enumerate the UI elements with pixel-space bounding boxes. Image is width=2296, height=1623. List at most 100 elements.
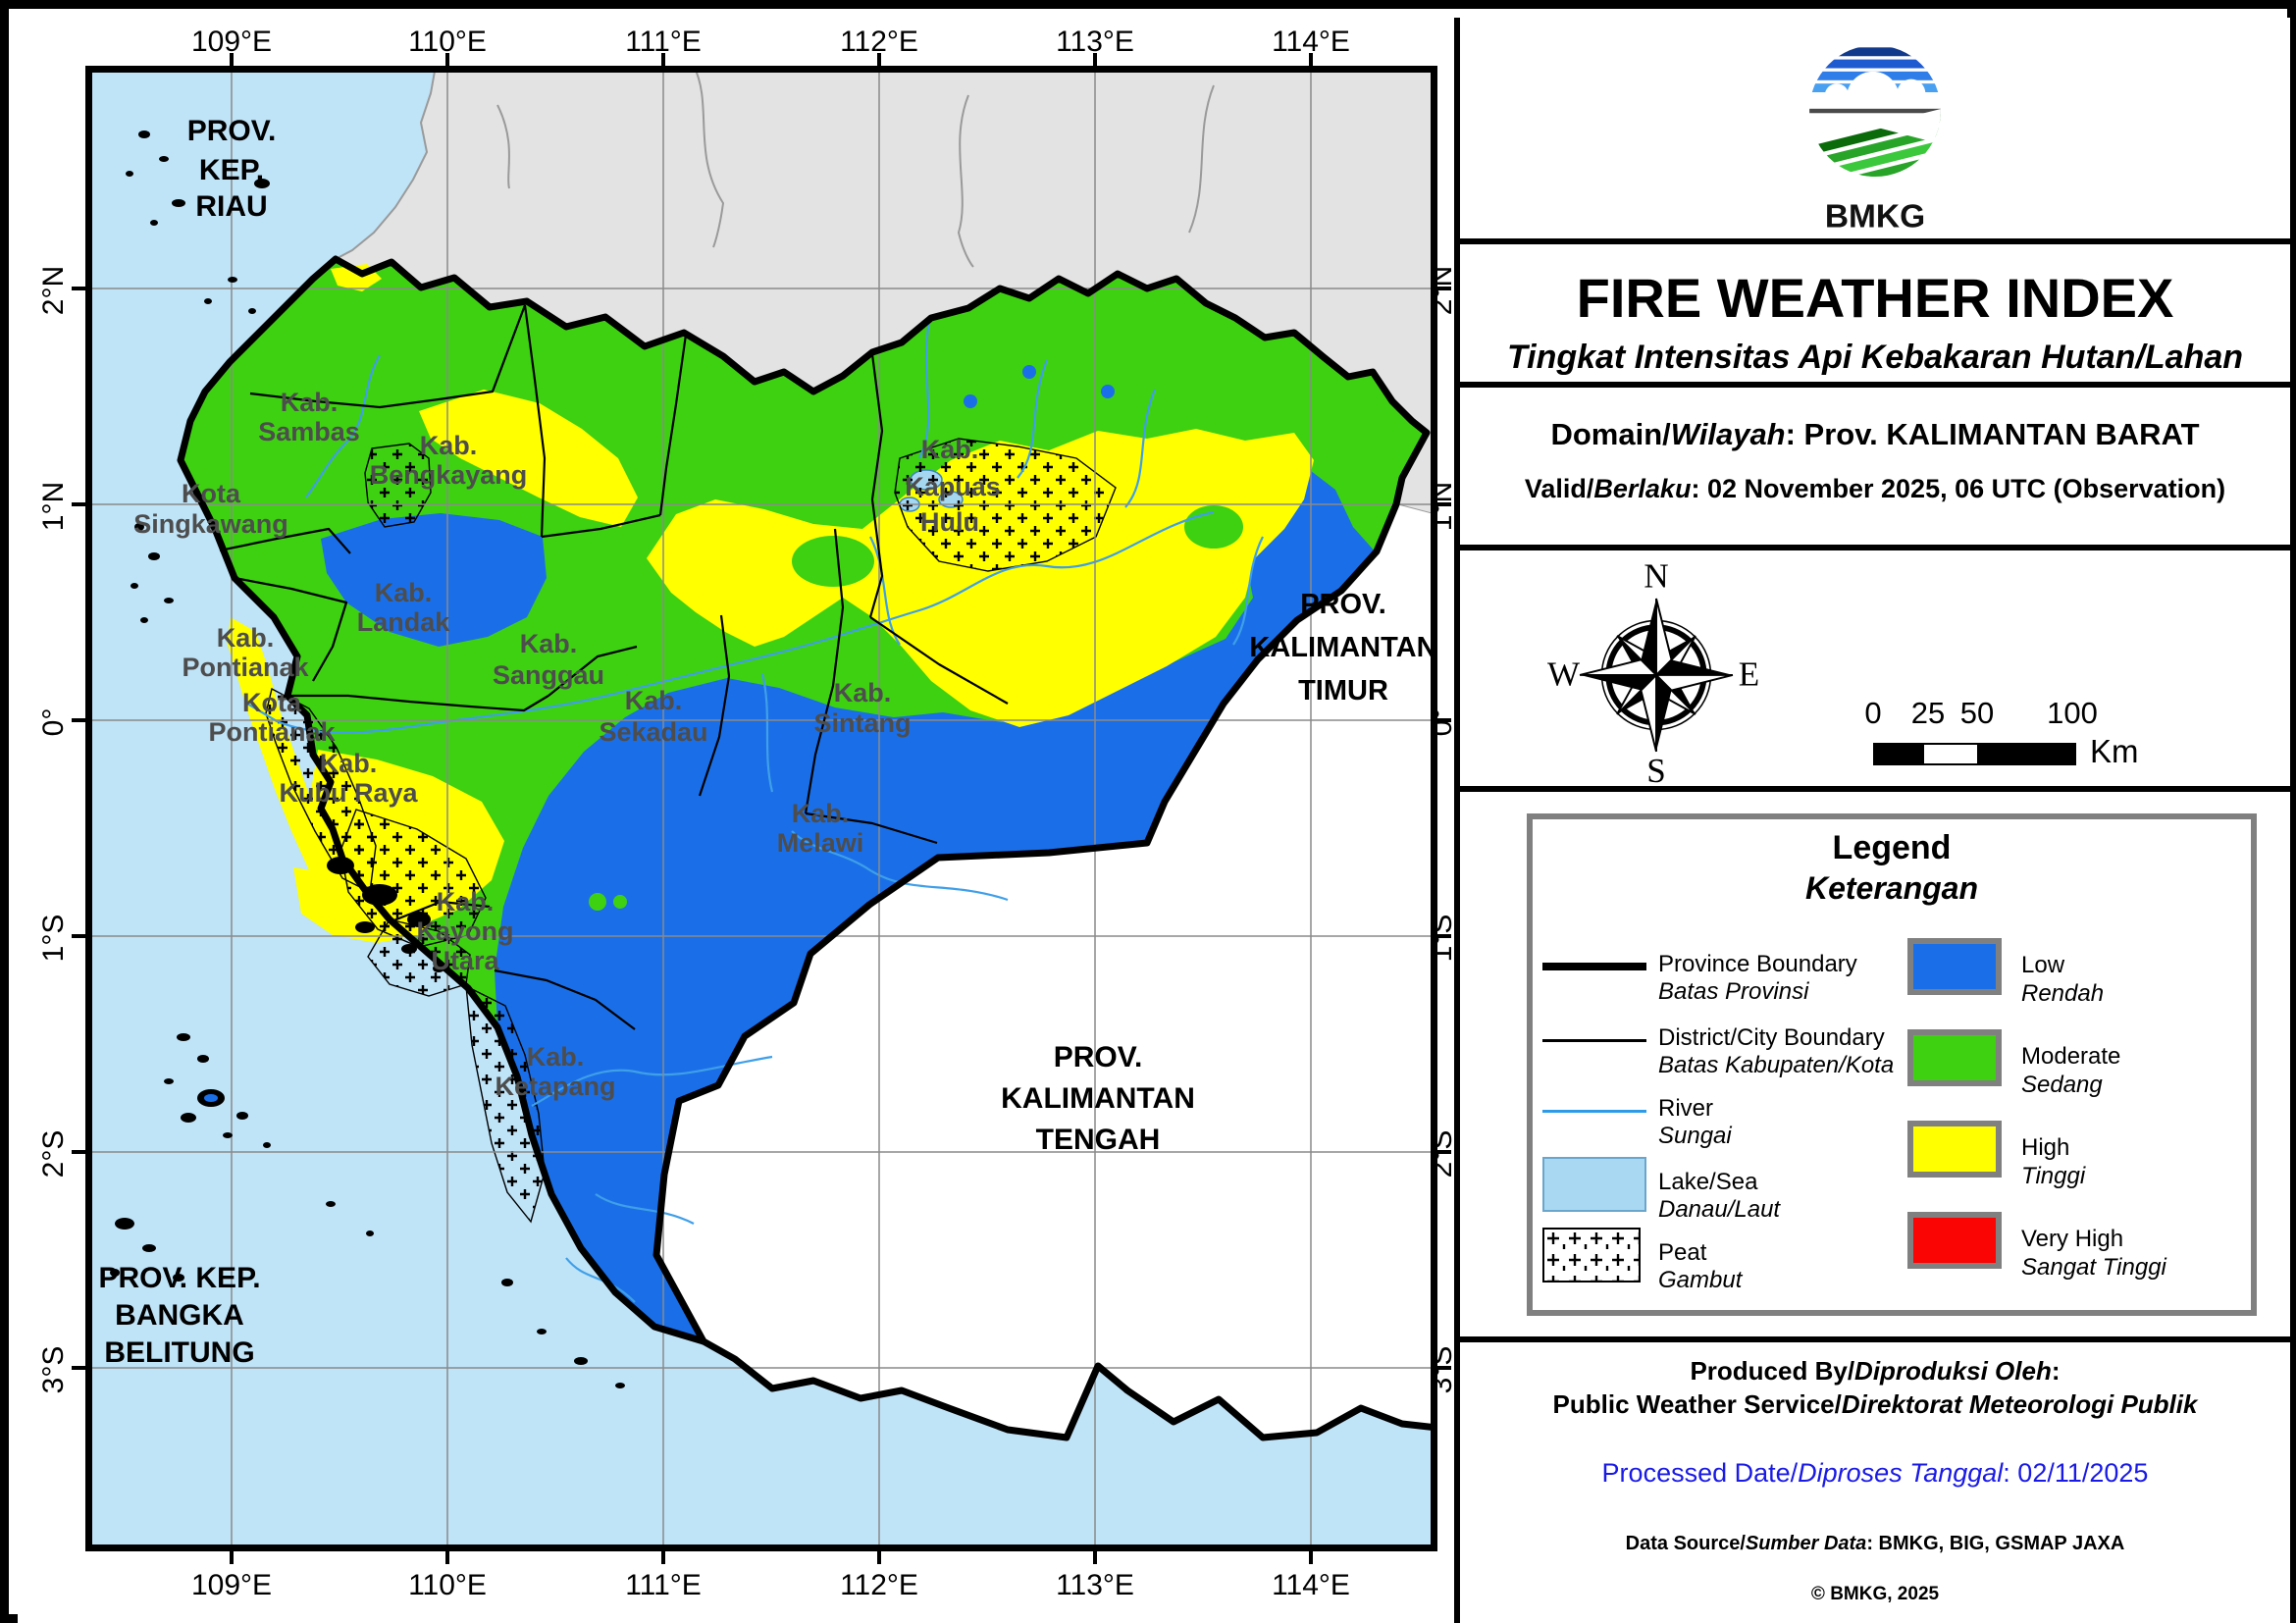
label-prov-bangka-belitung: BELITUNG [104, 1336, 254, 1369]
label-kab-ketapang: Kab. [527, 1042, 585, 1072]
data-source-line: Data Source/Sumber Data: BMKG, BIG, GSMA… [1625, 1533, 2125, 1554]
label-kab-kapuas-hulu: Hulu [920, 507, 979, 537]
moderate-swatch [1907, 1029, 2002, 1086]
axis-label-lat-left: 3°S [37, 1345, 70, 1394]
axis-tick [72, 1150, 85, 1154]
axis-tick [1437, 287, 1451, 290]
axis-label-lon-bottom: 114°E [1272, 1569, 1350, 1601]
scale-tick-50: 50 [1959, 696, 1995, 730]
map-frame [85, 66, 1437, 1551]
label-prov-kep-riau: PROV. [187, 115, 277, 147]
axis-tick [72, 1366, 85, 1370]
label-kab-kayong-utara: Utara [431, 946, 499, 975]
domain-line: Domain/Wilayah: Prov. KALIMANTAN BARAT [1550, 417, 2200, 451]
produced-by-line1: Produced By/Diproduksi Oleh: [1690, 1356, 2061, 1386]
label-kab-kapuas-hulu: Kab. [921, 435, 979, 464]
label-prov-kaltim: KALIMANTAN [1249, 632, 1436, 663]
label-kab-melawi: Kab. [792, 799, 850, 828]
domain-box: Domain/Wilayah: Prov. KALIMANTAN BARAT V… [1460, 388, 2290, 550]
axis-tick [1437, 718, 1451, 722]
compass-e-label: E [1739, 655, 1759, 694]
axis-tick [72, 718, 85, 722]
label-kota-singkawang: Singkawang [133, 509, 288, 539]
label-kota-singkawang: Kota [182, 479, 241, 508]
rivers [246, 320, 1264, 1303]
label-kab-sanggau: Kab. [520, 629, 578, 658]
kalteng-coastline [702, 1337, 1437, 1441]
label-kab-sambas: Kab. [281, 388, 339, 417]
label-kab-kayong-utara: Kab. [437, 887, 495, 916]
compass-s-label: S [1646, 752, 1666, 785]
malaysia-rivers [496, 66, 1215, 268]
valid-line: Valid/Berlaku: 02 November 2025, 06 UTC … [1524, 474, 2226, 503]
axis-tick [877, 53, 881, 66]
compass-rose-icon: N S W E [1547, 560, 1759, 785]
label-prov-kalteng: KALIMANTAN [1001, 1082, 1195, 1115]
compass-cardinal-points [1579, 598, 1734, 753]
label-kab-melawi: Melawi [777, 828, 864, 858]
label-kab-sanggau: Sanggau [493, 660, 604, 690]
footer-box: Produced By/Diproduksi Oleh: Public Weat… [1460, 1342, 2290, 1623]
lake-sea-swatch [1542, 1157, 1646, 1212]
axis-label-lat-left: 1°N [37, 481, 70, 532]
axis-label-lon-top: 111°E [625, 26, 702, 58]
label-kab-ketapang: Ketapang [495, 1072, 615, 1101]
label-prov-kep-riau: KEP. [199, 154, 264, 186]
high-swatch [1907, 1121, 2002, 1178]
axis-tick [1437, 934, 1451, 938]
low-swatch [1907, 938, 2002, 995]
axis-tick [230, 53, 234, 66]
axis-label-lon-top: 109°E [190, 26, 273, 58]
very-high-swatch [1907, 1212, 2002, 1269]
axis-label-lon-top: 113°E [1056, 26, 1134, 58]
map-panel: 109°E 109°E 110°E 110°E 111°E 111°E 112°E 112°E… [18, 18, 1458, 1623]
axis-tick [445, 53, 449, 66]
info-panel: BMKG FIRE WEATHER INDEX Tingkat Intensit… [1454, 18, 2290, 1623]
scale-bar [1873, 743, 2076, 765]
legend-box: Legend Keterangan Province Boundary Batas… [1527, 813, 2257, 1316]
green-hole [792, 536, 874, 587]
axis-tick [72, 934, 85, 938]
label-kab-sambas: Sambas [258, 417, 360, 446]
province-labels: PROV. KEP. RIAU PROV. KALIMANTAN TIMUR P… [98, 115, 1436, 1369]
logo-box: BMKG [1460, 18, 2290, 244]
label-prov-bangka-belitung: BANGKA [115, 1299, 244, 1332]
axis-label-lon-bottom: 111°E [625, 1569, 702, 1601]
label-kota-pontianak: Pontianak [208, 717, 336, 747]
axis-label-lon-top: 110°E [408, 26, 487, 58]
axis-tick [1093, 1551, 1097, 1564]
axis-tick [72, 287, 85, 290]
legend-section: Legend Keterangan Province Boundary Batas… [1460, 792, 2290, 1342]
axis-label-lon-top: 114°E [1272, 26, 1350, 58]
compass-scale-box: N S W E 0 25 50 100 Km [1460, 550, 2290, 792]
label-kab-sintang: Sintang [814, 708, 912, 738]
axis-tick [661, 1551, 665, 1564]
title-box: FIRE WEATHER INDEX Tingkat Intensitas Ap… [1460, 244, 2290, 388]
axis-tick [72, 502, 85, 506]
label-kab-sekadau: Kab. [625, 686, 683, 715]
legend-title: Legend [1832, 829, 1952, 866]
axis-label-lat-left: 2°S [37, 1129, 70, 1178]
label-kab-landak: Landak [357, 607, 451, 637]
compass-n-label: N [1644, 560, 1668, 595]
axis-tick [1309, 53, 1313, 66]
label-prov-kaltim: TIMUR [1298, 675, 1388, 707]
bmkg-logo-icon: BMKG [1809, 47, 1941, 234]
axis-tick [230, 1551, 234, 1564]
axis-label-lat-left: 2°N [37, 265, 70, 316]
label-kota-pontianak: Kota [242, 688, 302, 717]
page-title: FIRE WEATHER INDEX [1576, 267, 2174, 329]
map-canvas: Kab. Sambas Kab. Bengkayang Kota Singkaw… [85, 66, 1437, 1551]
axis-tick [1437, 1150, 1451, 1154]
label-kab-pontianak: Kab. [217, 623, 275, 653]
label-kab-pontianak: Pontianak [182, 653, 309, 682]
produced-by-line2: Public Weather Service/Direktorat Meteor… [1552, 1389, 2198, 1419]
axis-tick [445, 1551, 449, 1564]
label-kab-kubu-raya: Kab. [320, 749, 378, 778]
label-kab-landak: Kab. [375, 578, 433, 607]
axis-label-lon-bottom: 113°E [1056, 1569, 1134, 1601]
island-low [204, 1094, 218, 1102]
label-kab-bengkayang: Bengkayang [370, 460, 528, 490]
axis-label-lat-left: 1°S [37, 914, 70, 963]
axis-label-lat-left: 0° [37, 707, 70, 737]
